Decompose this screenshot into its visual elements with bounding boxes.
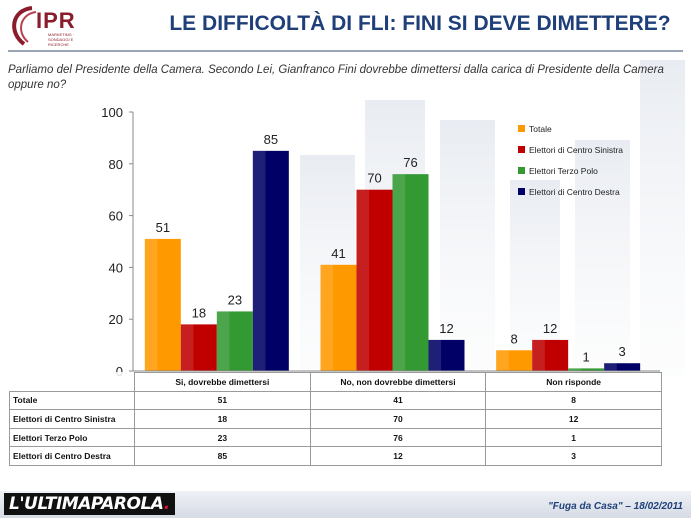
slide-header: IPR MARKETING · SONDAGGI E RICERCHE LE D… xyxy=(0,0,691,52)
data-label: 23 xyxy=(228,292,242,307)
page-title: LE DIFFICOLTÀ DI FLI: FINI SI DEVE DIMET… xyxy=(169,12,671,35)
legend-swatch xyxy=(518,188,525,195)
table-cell: 1 xyxy=(485,427,662,448)
y-tick-label: 100 xyxy=(101,105,123,120)
table-cell: 23 xyxy=(134,427,311,448)
bar xyxy=(216,311,253,371)
bar xyxy=(180,324,217,371)
bar xyxy=(320,264,357,371)
bar-highlight xyxy=(392,174,406,371)
row-label: Totale xyxy=(9,390,135,411)
table-cell: 12 xyxy=(485,409,662,429)
data-label: 70 xyxy=(367,171,381,186)
table-row: Elettori di Centro Sinistra 18 70 12 xyxy=(9,409,662,429)
ipr-logo: IPR MARKETING · SONDAGGI E RICERCHE xyxy=(4,2,94,48)
bar xyxy=(144,238,181,371)
row-label: Elettori Terzo Polo xyxy=(9,427,135,448)
data-label: 12 xyxy=(543,321,557,336)
data-label: 18 xyxy=(192,305,206,320)
data-label: 85 xyxy=(264,132,278,147)
data-label: 51 xyxy=(156,220,170,235)
category-label: No, non dovrebbe dimettersi xyxy=(309,372,487,392)
data-label: 12 xyxy=(439,321,453,336)
bar-highlight xyxy=(144,238,158,371)
legend-swatch xyxy=(518,167,525,174)
bar xyxy=(604,363,641,371)
table-cell: 70 xyxy=(309,409,487,429)
y-tick-label: 80 xyxy=(109,157,123,172)
data-label: 8 xyxy=(511,331,518,346)
survey-question: Parliamo del Presidente della Camera. Se… xyxy=(8,64,664,91)
bar xyxy=(532,339,569,371)
logo-subtitle: MARKETING · SONDAGGI E RICERCHE xyxy=(48,32,75,47)
table-cell: 85 xyxy=(134,446,311,466)
data-label: 3 xyxy=(619,344,626,359)
y-tick-label: 0 xyxy=(116,364,123,379)
table-cell: 3 xyxy=(485,446,662,466)
legend-item: Elettori Terzo Polo xyxy=(518,160,688,181)
bar-highlight xyxy=(568,368,581,371)
bar xyxy=(496,350,533,371)
legend-item: Totale xyxy=(518,118,688,139)
table-corner xyxy=(10,373,135,392)
bar xyxy=(428,339,465,371)
table-row: Totale 51 41 8 xyxy=(9,390,662,411)
brand-logo: L'ULTIMAPAROLA. xyxy=(4,493,175,515)
category-label: Si, dovrebbe dimettersi xyxy=(134,372,311,392)
bar-highlight xyxy=(180,324,194,371)
legend-swatch xyxy=(518,146,525,153)
bar-highlight xyxy=(252,150,266,371)
table-cell: 51 xyxy=(134,390,311,411)
legend-label: Elettori di Centro Sinistra xyxy=(529,144,624,155)
bar-highlight xyxy=(532,339,545,371)
table-cell: 41 xyxy=(309,390,487,411)
data-label: 41 xyxy=(331,246,345,261)
legend-item: Elettori di Centro Destra xyxy=(518,181,688,202)
data-table: Si, dovrebbe dimettersi No, non dovrebbe … xyxy=(9,372,662,466)
bar xyxy=(392,174,429,371)
bar-chart: 0 20 40 60 80 100 51 18 23 85 41 70 76 12 8 12 1 3 xyxy=(101,105,660,379)
table-cell: 8 xyxy=(485,390,662,411)
bar-highlight xyxy=(320,264,334,371)
table-row: Elettori di Centro Destra 85 12 3 xyxy=(9,446,662,466)
legend-swatch xyxy=(518,125,525,132)
title-divider xyxy=(8,50,683,52)
chart-legend: Totale Elettori di Centro Sinistra Elettor… xyxy=(518,118,688,202)
row-label: Elettori di Centro Sinistra xyxy=(9,409,135,429)
table-row: Elettori Terzo Polo 23 76 1 xyxy=(9,427,662,448)
bar xyxy=(568,368,605,371)
bar-highlight xyxy=(604,363,617,371)
bar xyxy=(252,150,289,371)
y-tick-label: 20 xyxy=(109,312,123,327)
table-header-row: Si, dovrebbe dimettersi No, non dovrebbe … xyxy=(10,372,662,392)
logo-text: IPR xyxy=(36,8,76,33)
bar-highlight xyxy=(496,350,509,371)
footer-note: "Fuga da Casa" – 18/02/2011 xyxy=(548,501,683,512)
table-cell: 76 xyxy=(309,427,487,448)
table-cell: 12 xyxy=(309,446,487,466)
legend-label: Elettori Terzo Polo xyxy=(529,165,598,176)
row-label: Elettori di Centro Destra xyxy=(9,446,135,466)
brand-text: L'ULTIMAPAROLA xyxy=(9,494,164,514)
bar xyxy=(356,189,393,371)
table-cell: 18 xyxy=(134,409,311,429)
bar-highlight xyxy=(216,311,230,371)
category-label: Non risponde xyxy=(485,372,662,392)
data-label: 76 xyxy=(403,155,417,170)
legend-item: Elettori di Centro Sinistra xyxy=(518,139,688,160)
legend-label: Totale xyxy=(529,123,552,134)
y-tick-label: 60 xyxy=(109,209,123,224)
legend-label: Elettori di Centro Destra xyxy=(529,186,620,197)
brand-dot: . xyxy=(163,494,170,514)
bar-highlight xyxy=(428,339,442,371)
y-tick-label: 40 xyxy=(109,260,123,275)
bar-highlight xyxy=(356,189,370,371)
data-label: 1 xyxy=(583,349,590,364)
logo-swoosh-icon xyxy=(12,6,37,46)
